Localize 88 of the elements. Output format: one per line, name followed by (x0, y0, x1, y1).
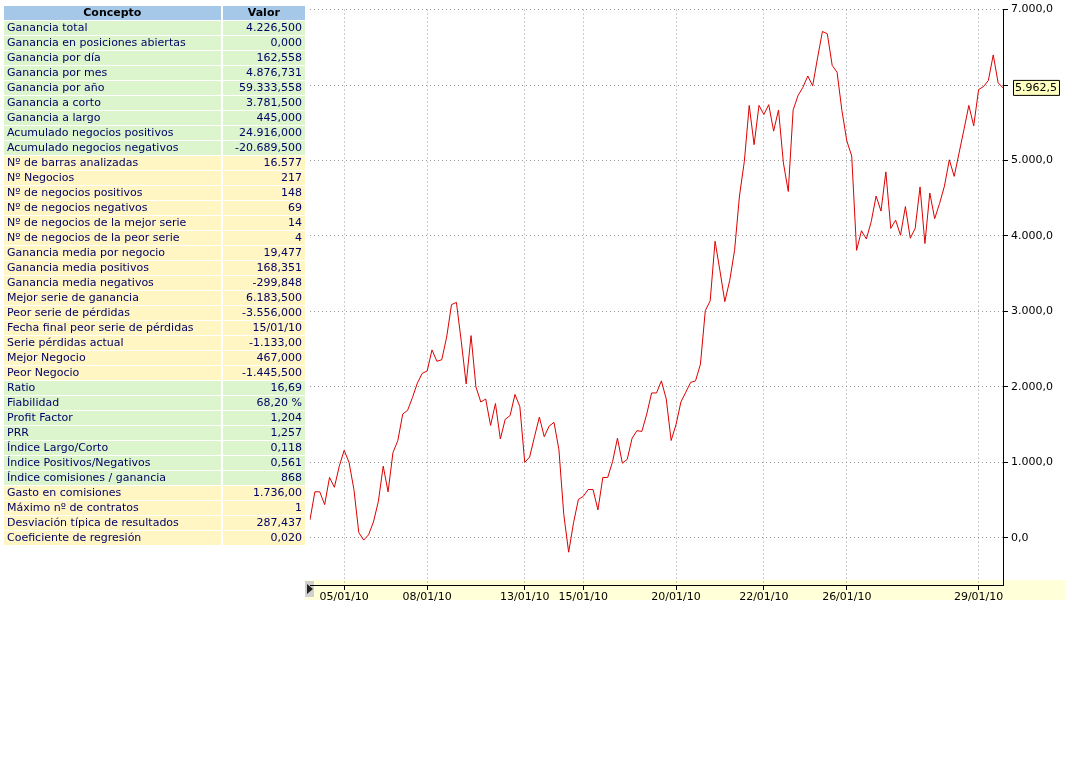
text: -1.445,500 (242, 366, 302, 379)
text: 16.577 (263, 156, 302, 169)
text: Concepto (4, 6, 221, 20)
text: 868 (281, 471, 302, 484)
text: 0,020 (270, 531, 302, 544)
text: 1,204 (270, 411, 302, 424)
text: 168,351 (256, 261, 302, 274)
text: 15/01/10 (252, 321, 302, 334)
category-label: Peor serie de pérdidas (4, 306, 221, 320)
text: 217 (281, 171, 302, 184)
text: 4.226,500 (246, 21, 302, 34)
y-tick-label: 2.000,0 (1011, 379, 1053, 393)
y-tick-label: 0,0 (1011, 530, 1029, 544)
text: 0,561 (270, 456, 302, 469)
category-label: PRR (4, 426, 221, 440)
category-label: Serie pérdidas actual (4, 336, 221, 350)
text: 467,000 (256, 351, 302, 364)
text: 14 (288, 216, 302, 229)
text: 59.333,558 (239, 81, 302, 94)
category-label: Acumulado negocios negativos (4, 141, 221, 155)
category-label: Mejor serie de ganancia (4, 291, 221, 305)
category-label: Peor Negocio (4, 366, 221, 380)
y-tick-label: 7.000,0 (1011, 2, 1053, 16)
category-label: Fecha final peor serie de pérdidas (4, 321, 221, 335)
category-label: Ganancia por año (4, 81, 221, 95)
text: 69 (288, 201, 302, 214)
category-label: Ratio (4, 381, 221, 395)
text: 162,558 (256, 51, 302, 64)
category-label: Máximo nº de contratos (4, 501, 221, 515)
category-label: Nº de negocios de la mejor serie (4, 216, 221, 230)
x-tick-label: 13/01/10 (500, 590, 550, 604)
category-label: Nº de negocios de la peor serie (4, 231, 221, 245)
text: -1.133,00 (249, 336, 302, 349)
text: Valor (220, 6, 305, 20)
y-tick-label: 5.000,0 (1011, 153, 1053, 167)
text: 19,477 (263, 246, 302, 259)
category-label: Nº de barras analizadas (4, 156, 221, 170)
category-label: Desviación típica de resultados (4, 516, 221, 530)
category-label: Nº Negocios (4, 171, 221, 185)
x-tick-label: 15/01/10 (558, 590, 608, 604)
x-tick-label: 29/01/10 (953, 590, 1004, 604)
text: 4 (295, 231, 302, 244)
text: 1 (295, 501, 302, 514)
category-label: Ganancia a corto (4, 96, 221, 110)
text: 24.916,000 (239, 126, 302, 139)
category-label: Profit Factor (4, 411, 221, 425)
text: 68,20 % (256, 396, 302, 409)
text: 4.876,731 (246, 66, 302, 79)
x-tick-label: 26/01/10 (822, 590, 872, 604)
text: 6.183,500 (246, 291, 302, 304)
category-label: Índice Largo/Corto (4, 441, 221, 455)
category-label: Ganancia en posiciones abiertas (4, 36, 221, 50)
category-label: Nº de negocios negativos (4, 201, 221, 215)
category-label: Ganancia total (4, 21, 221, 35)
text: -3.556,000 (242, 306, 302, 319)
text: 445,000 (256, 111, 302, 124)
category-label: Índice Positivos/Negativos (4, 456, 221, 470)
text: 5.962,5 (1015, 80, 1057, 94)
text: 148 (281, 186, 302, 199)
category-label: Ganancia a largo (4, 111, 221, 125)
text: 1,257 (270, 426, 302, 439)
x-tick-label: 08/01/10 (402, 590, 452, 604)
text: 287,437 (256, 516, 302, 529)
category-label: Mejor Negocio (4, 351, 221, 365)
text: 1.736,00 (253, 486, 302, 499)
text: 3.781,500 (246, 96, 302, 109)
category-label: Ganancia por mes (4, 66, 221, 80)
x-tick-label: 05/01/10 (319, 590, 369, 604)
category-label: Ganancia media positivos (4, 261, 221, 275)
category-label: Gasto en comisiones (4, 486, 221, 500)
text: -299,848 (252, 276, 302, 289)
category-label: Ganancia media negativos (4, 276, 221, 290)
category-label: Coeficiente de regresión (4, 531, 221, 545)
text: 0,000 (270, 36, 302, 49)
y-tick-label: 3.000,0 (1011, 304, 1053, 318)
text: 16,69 (270, 381, 302, 394)
y-tick-label: 4.000,0 (1011, 228, 1053, 242)
category-label: Ganancia por día (4, 51, 221, 65)
category-label: Índice comisiones / ganancia (4, 471, 221, 485)
y-tick-label: 1.000,0 (1011, 455, 1053, 469)
category-label: Fiabilidad (4, 396, 221, 410)
text: -20.689,500 (235, 141, 302, 154)
category-label: Nº de negocios positivos (4, 186, 221, 200)
x-tick-label: 20/01/10 (651, 590, 701, 604)
category-label: Ganancia media por negocio (4, 246, 221, 260)
x-tick-label: 22/01/10 (739, 590, 789, 604)
text: 0,118 (270, 441, 302, 454)
category-label: Acumulado negocios positivos (4, 126, 221, 140)
